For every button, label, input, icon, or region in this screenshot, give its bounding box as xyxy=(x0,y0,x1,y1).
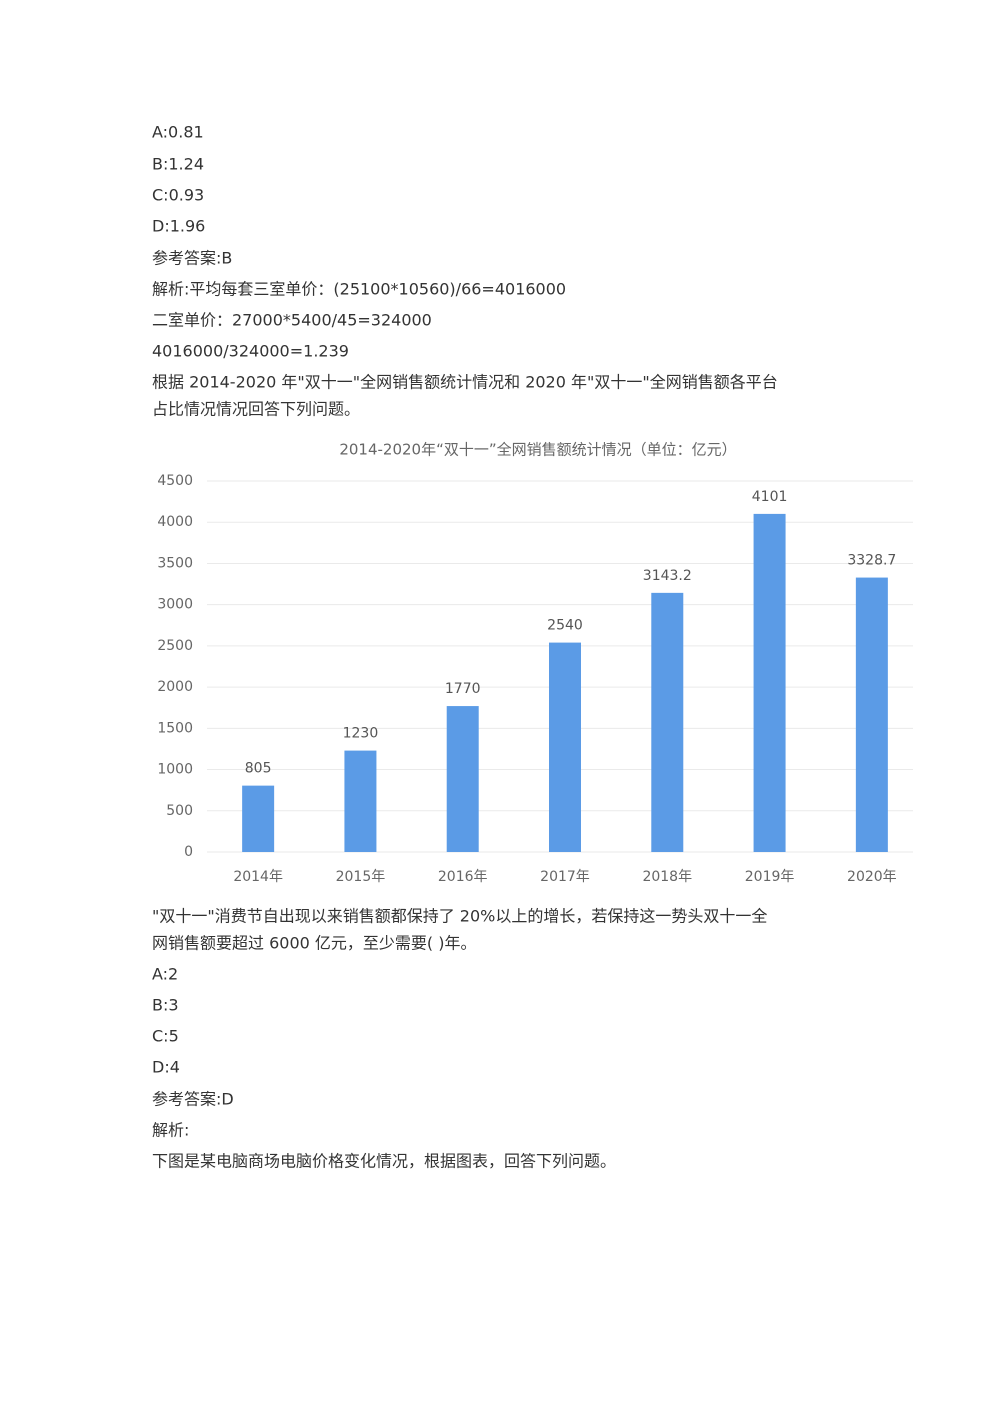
text-line: 参考答案:D xyxy=(152,1090,234,1109)
bar xyxy=(549,642,581,852)
bar xyxy=(651,592,684,852)
text-line: D:1.96 xyxy=(152,217,205,236)
bar xyxy=(855,577,888,852)
chart-title: 2014-2020年“双十一”全网销售额统计情况（单位：亿元） xyxy=(339,441,736,459)
x-tick-label: 2020年 xyxy=(847,869,897,885)
data-label: 1230 xyxy=(343,726,379,742)
text-line: 网销售额要超过 6000 亿元，至少需要( )年。 xyxy=(152,934,476,953)
text-line: B:3 xyxy=(152,996,179,1015)
x-tick-label: 2014年 xyxy=(233,869,283,885)
text-line: 解析: xyxy=(152,1121,189,1140)
text-line: 根据 2014-2020 年"双十一"全网销售额统计情况和 2020 年"双十一… xyxy=(152,373,778,392)
x-tick-label: 2019年 xyxy=(745,869,795,885)
x-tick-label: 2016年 xyxy=(438,869,488,885)
text-line: A:2 xyxy=(152,965,178,984)
bar xyxy=(753,513,786,852)
text-line: C:5 xyxy=(152,1027,179,1046)
text-line: 二室单价：27000*5400/45=324000 xyxy=(152,311,432,330)
text-line: B:1.24 xyxy=(152,155,204,174)
text-line: 下图是某电脑商场电脑价格变化情况，根据图表，回答下列问题。 xyxy=(152,1152,616,1171)
text-line: A:0.81 xyxy=(152,123,204,142)
text-line: "双十一"消费节自出现以来销售额都保持了 20%以上的增长，若保持这一势头双十一… xyxy=(152,907,767,926)
y-tick-label: 3500 xyxy=(157,555,193,571)
text-line: 解析:平均每套三室单价：(25100*10560)/66=4016000 xyxy=(152,280,566,299)
text-line: 4016000/324000=1.239 xyxy=(152,342,349,361)
y-tick-label: 500 xyxy=(166,803,193,819)
y-tick-label: 1000 xyxy=(157,762,193,778)
y-tick-label: 2500 xyxy=(157,638,193,654)
y-tick-label: 0 xyxy=(184,844,193,860)
y-tick-label: 2000 xyxy=(157,679,193,695)
bar xyxy=(242,785,275,852)
data-label: 3143.2 xyxy=(643,568,692,584)
text-line: 参考答案:B xyxy=(152,249,232,268)
data-label: 4101 xyxy=(752,489,788,505)
x-tick-label: 2017年 xyxy=(540,869,590,885)
text-line: C:0.93 xyxy=(152,186,204,205)
y-tick-label: 4000 xyxy=(157,514,193,530)
bar xyxy=(446,706,479,852)
data-label: 1770 xyxy=(445,681,481,697)
bar xyxy=(344,750,377,852)
data-label: 3328.7 xyxy=(847,553,896,569)
text-line: 占比情况情况回答下列问题。 xyxy=(152,400,360,419)
y-tick-label: 4500 xyxy=(157,473,193,489)
y-tick-label: 1500 xyxy=(157,720,193,736)
text-line: D:4 xyxy=(152,1058,180,1077)
data-label: 2540 xyxy=(547,618,583,634)
x-tick-label: 2015年 xyxy=(336,869,386,885)
x-tick-label: 2018年 xyxy=(642,869,692,885)
data-label: 805 xyxy=(245,761,272,777)
y-tick-label: 3000 xyxy=(157,597,193,613)
